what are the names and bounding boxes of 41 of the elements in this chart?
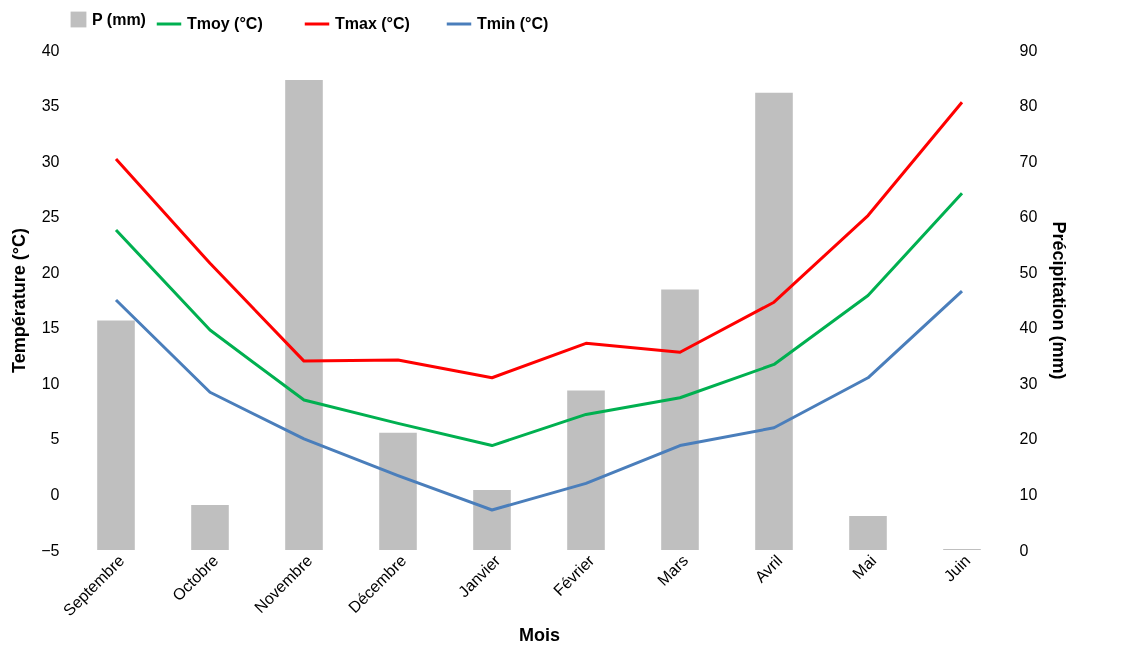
line-series bbox=[114, 191, 964, 448]
bar bbox=[285, 80, 323, 550]
y2-tick-label: 0 bbox=[1019, 541, 1029, 559]
bar bbox=[755, 92, 793, 550]
y2-tick-label: 10 bbox=[1019, 485, 1038, 503]
y2-tick-label: 90 bbox=[1019, 41, 1038, 59]
y-tick-label: 15 bbox=[41, 319, 60, 337]
legend-label: Tmin (°C) bbox=[477, 15, 549, 32]
y-tick-label: 40 bbox=[41, 41, 60, 59]
bar bbox=[191, 505, 229, 550]
y2-tick-label: 80 bbox=[1019, 97, 1038, 115]
y2-tick-label: 40 bbox=[1019, 319, 1038, 337]
x-axis-title: Mois bbox=[518, 625, 561, 646]
line-series bbox=[114, 289, 964, 512]
bar bbox=[473, 490, 511, 550]
y2-tick-label: 60 bbox=[1019, 208, 1038, 226]
bar bbox=[849, 516, 887, 550]
x-tick-label: Juin bbox=[940, 551, 974, 585]
legend-label: Tmoy (°C) bbox=[187, 15, 263, 32]
y-tick-label: 5 bbox=[50, 430, 60, 448]
bar bbox=[97, 320, 135, 550]
y-tick-label: 20 bbox=[41, 263, 60, 281]
y-tick-label: 25 bbox=[41, 208, 60, 226]
x-tick-label: Mai bbox=[849, 551, 880, 583]
bar bbox=[567, 390, 605, 550]
line-series bbox=[114, 100, 964, 380]
y-tick-label: 10 bbox=[41, 374, 60, 392]
y-tick-label: −5 bbox=[41, 541, 60, 559]
legend-label: Tmax (°C) bbox=[335, 15, 410, 32]
y2-tick-label: 70 bbox=[1019, 152, 1038, 170]
y2-tick-label: 30 bbox=[1019, 374, 1038, 392]
y-tick-label: 35 bbox=[41, 97, 60, 115]
bar bbox=[379, 432, 417, 550]
bar bbox=[661, 289, 699, 550]
y2-tick-label: 50 bbox=[1019, 263, 1038, 281]
y2-axis-title: Précipitation (mm) bbox=[1049, 221, 1070, 380]
y-tick-label: 30 bbox=[41, 152, 60, 170]
y-tick-label: 0 bbox=[50, 485, 60, 503]
legend-label: P (mm) bbox=[92, 10, 146, 28]
y2-tick-label: 20 bbox=[1019, 430, 1038, 448]
y-axis-title: Température (°C) bbox=[9, 228, 30, 373]
